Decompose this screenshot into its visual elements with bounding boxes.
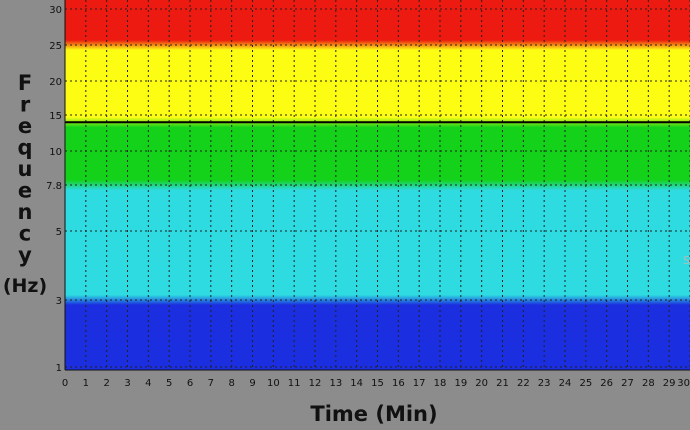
x-tick-label: 10 — [267, 378, 280, 389]
x-tick-label: 9 — [249, 378, 255, 389]
y-axis-label-letter: y — [18, 243, 32, 267]
x-tick-label: 30 — [677, 378, 690, 389]
x-tick-label: 21 — [496, 378, 509, 389]
x-tick-label: 11 — [288, 378, 301, 389]
x-tick-labels: 0 1 2 3 4 5 6 7 8 9 10 11 12 13 14 15 16 17 18 19 20 21 22 23 24… — [62, 378, 690, 389]
y-axis-label-letter: c — [19, 222, 31, 246]
watermark-text: S — [683, 254, 690, 267]
x-tick-label: 0 — [62, 378, 68, 389]
y-tick-label: 1 — [56, 363, 62, 374]
x-tick-label: 24 — [559, 378, 572, 389]
x-tick-label: 25 — [579, 378, 592, 389]
x-tick-label: 17 — [413, 378, 426, 389]
y-axis-unit: (Hz) — [3, 275, 47, 297]
y-tick-label: 10 — [49, 147, 62, 158]
x-tick-label: 6 — [187, 378, 193, 389]
x-tick-label: 26 — [600, 378, 613, 389]
x-tick-label: 27 — [621, 378, 634, 389]
y-tick-label: 20 — [49, 77, 62, 88]
y-axis-label-letter: e — [18, 114, 32, 138]
x-tick-label: 28 — [642, 378, 655, 389]
y-axis-label-letter: n — [18, 200, 33, 224]
y-axis-label-letter: F — [18, 71, 32, 95]
x-tick-label: 12 — [309, 378, 322, 389]
x-tick-label: 23 — [538, 378, 551, 389]
y-tick-labels: 1 3 5 7.8 10 15 20 25 30 — [46, 5, 62, 374]
y-tick-label: 7.8 — [46, 181, 62, 192]
x-tick-label: 8 — [228, 378, 234, 389]
x-tick-label: 5 — [166, 378, 172, 389]
x-tick-label: 16 — [392, 378, 405, 389]
x-tick-label: 15 — [371, 378, 384, 389]
grid-lines — [65, 0, 690, 370]
x-tick-label: 22 — [517, 378, 530, 389]
x-tick-label: 29 — [663, 378, 676, 389]
x-tick-label: 19 — [454, 378, 467, 389]
y-tick-label: 15 — [49, 111, 62, 122]
y-axis-label-letter: u — [18, 157, 33, 181]
y-tick-label: 30 — [49, 5, 62, 16]
y-tick-label: 5 — [56, 227, 62, 238]
x-tick-label: 7 — [208, 378, 214, 389]
x-tick-label: 18 — [434, 378, 447, 389]
x-tick-label: 20 — [475, 378, 488, 389]
x-tick-label: 2 — [103, 378, 109, 389]
x-tick-label: 4 — [145, 378, 151, 389]
x-tick-label: 14 — [350, 378, 363, 389]
x-axis-label: Time (Min) — [310, 402, 437, 426]
y-axis-label-letter: r — [20, 93, 31, 117]
x-tick-label: 3 — [124, 378, 130, 389]
y-axis-label-letter: q — [17, 136, 32, 160]
x-tick-label: 13 — [329, 378, 342, 389]
y-tick-label: 25 — [49, 41, 62, 52]
y-tick-label: 3 — [56, 296, 62, 307]
y-axis-label-letter: e — [18, 179, 32, 203]
x-tick-label: 1 — [83, 378, 89, 389]
